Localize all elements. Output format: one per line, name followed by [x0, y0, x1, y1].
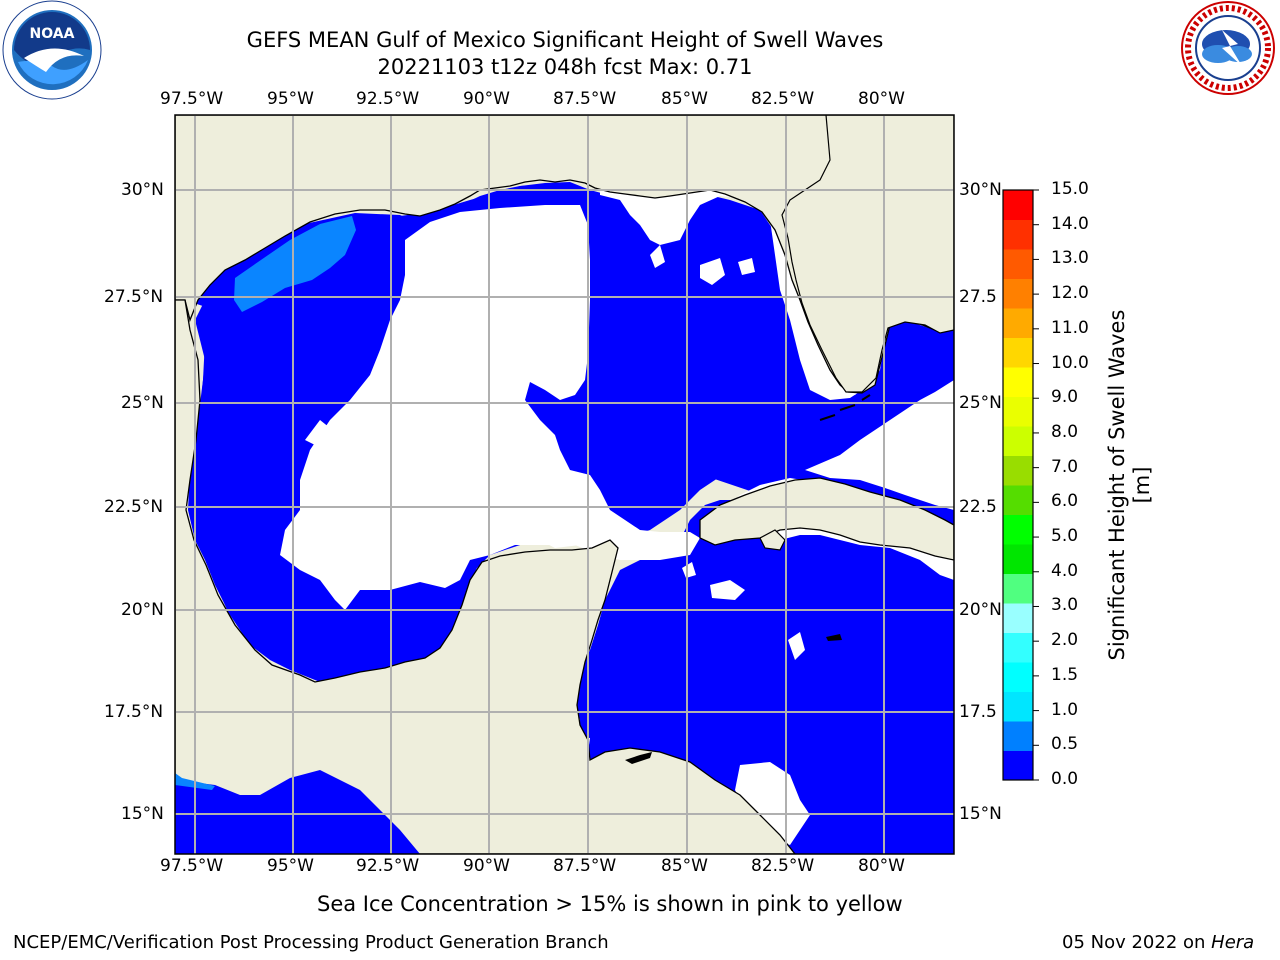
lon-label-bottom-87.5: 87.5°W	[553, 856, 617, 876]
lat-label-right-15: 15°N	[959, 804, 1002, 824]
colorbar-segment	[1003, 485, 1033, 515]
colorbar-title: Significant Height of Swell Waves [m]	[1105, 309, 1154, 661]
colorbar-segment	[1003, 219, 1033, 250]
lat-label-left-30: 30°N	[121, 180, 164, 200]
lon-label-bottom-80: 80°W	[858, 856, 905, 876]
lat-label-left-25: 25°N	[121, 393, 164, 413]
lon-label-top-90: 90°W	[463, 89, 510, 109]
colorbar-tick-label: 4.0	[1051, 560, 1079, 581]
colorbar-segment	[1003, 396, 1033, 427]
producer-credit: NCEP/EMC/Verification Post Processing Pr…	[13, 932, 609, 953]
colorbar-frame	[1002, 189, 1034, 781]
mexico-land	[175, 299, 796, 854]
map-frame	[174, 114, 955, 855]
colorbar-tick-label: 8.0	[1051, 421, 1079, 442]
colorbar-segment	[1003, 544, 1033, 574]
lat-label-right-25: 25°N	[959, 393, 1002, 413]
lon-label-bottom-95: 95°W	[267, 856, 314, 876]
colorbar-tick-label: 1.5	[1051, 664, 1079, 685]
run-date: 05 Nov 2022 on Hera	[1062, 932, 1254, 953]
colorbar-tick-label: 2.0	[1051, 630, 1079, 651]
colorbar-segment	[1003, 662, 1033, 692]
colorbar-segment	[1003, 455, 1033, 486]
lat-label-left-17.5: 17.5°N	[104, 702, 164, 722]
noaa-logo: NOAA	[0, 0, 104, 104]
colorbar-segment	[1003, 249, 1033, 279]
colorbar-tick-label: 7.0	[1051, 456, 1079, 477]
colorbar-segment	[1003, 721, 1033, 751]
colorbar-tick-label: 13.0	[1051, 248, 1089, 269]
lat-label-left-15: 15°N	[121, 804, 164, 824]
us-gulf-coast-land	[175, 115, 954, 394]
machine-name: Hera	[1211, 932, 1255, 953]
lon-label-bottom-85: 85°W	[661, 856, 708, 876]
map-title: GEFS MEAN Gulf of Mexico Significant Hei…	[246, 28, 884, 52]
colorbar-tick-label: 11.0	[1051, 317, 1089, 338]
colorbar-tick-label: 3.0	[1051, 595, 1079, 616]
nws-logo	[1178, 0, 1278, 100]
lon-label-bottom-90: 90°W	[463, 856, 510, 876]
lon-label-top-87.5: 87.5°W	[553, 89, 617, 109]
graticule	[175, 115, 954, 854]
colorbar-tick-label: 0.0	[1051, 769, 1079, 789]
colorbar-segment	[1003, 367, 1033, 397]
colorbar-segment	[1003, 573, 1033, 604]
sea-ice-note: Sea Ice Concentration > 15% is shown in …	[317, 892, 903, 916]
colorbar-tick-label: 0.5	[1051, 734, 1079, 755]
colorbar-segment	[1003, 308, 1033, 338]
colorbar-tick-label: 5.0	[1051, 526, 1079, 547]
colorbar-title-box: Significant Height of Swell Waves [m]	[1100, 190, 1160, 780]
colorbar-tick-label: 14.0	[1051, 213, 1089, 234]
lat-label-right-22.5: 22.5	[959, 497, 997, 517]
colorbar-tick-label: 6.0	[1051, 491, 1079, 512]
colorbar-segment	[1003, 750, 1033, 781]
colorbar	[1002, 189, 1039, 781]
lat-label-right-27.5: 27.5	[959, 287, 997, 307]
lat-label-right-17.5: 17.5	[959, 702, 997, 722]
colorbar-tick-label: 1.0	[1051, 699, 1079, 720]
run-date-text: 05 Nov 2022 on	[1062, 932, 1212, 953]
colorbar-segment	[1003, 426, 1033, 456]
colorbar-tick-label: 15.0	[1051, 179, 1089, 199]
lon-label-bottom-97.5: 97.5°W	[160, 856, 224, 876]
swell-patch-0.5m	[234, 216, 356, 312]
lat-label-left-22.5: 22.5°N	[104, 497, 164, 517]
colorbar-tick-label: 9.0	[1051, 387, 1079, 408]
lon-label-top-95: 95°W	[267, 89, 314, 109]
lon-label-top-82.5: 82.5°W	[751, 89, 815, 109]
lat-label-left-27.5: 27.5°N	[104, 287, 164, 307]
lat-label-right-20: 20°N	[959, 600, 1002, 620]
map-subtitle: 20221103 t12z 048h fcst Max: 0.71	[377, 55, 753, 79]
noaa-logo-text: NOAA	[30, 26, 75, 42]
colorbar-segment	[1003, 190, 1033, 220]
colorbar-segment	[1003, 632, 1033, 663]
lat-label-right-30: 30°N	[959, 180, 1002, 200]
lon-label-top-92.5: 92.5°W	[356, 89, 420, 109]
colorbar-segment	[1003, 278, 1033, 309]
lat-label-left-20: 20°N	[121, 600, 164, 620]
colorbar-tick-label: 10.0	[1051, 352, 1089, 373]
colorbar-segment	[1003, 514, 1033, 545]
colorbar-tick-label: 12.0	[1051, 283, 1089, 304]
lon-label-top-85: 85°W	[661, 89, 708, 109]
lon-label-bottom-92.5: 92.5°W	[356, 856, 420, 876]
lon-label-top-97.5: 97.5°W	[160, 89, 224, 109]
lon-label-top-80: 80°W	[858, 89, 905, 109]
colorbar-segment	[1003, 603, 1033, 633]
map-area	[175, 115, 954, 854]
lon-label-bottom-82.5: 82.5°W	[751, 856, 815, 876]
colorbar-segment	[1003, 691, 1033, 722]
colorbar-segment	[1003, 337, 1033, 368]
